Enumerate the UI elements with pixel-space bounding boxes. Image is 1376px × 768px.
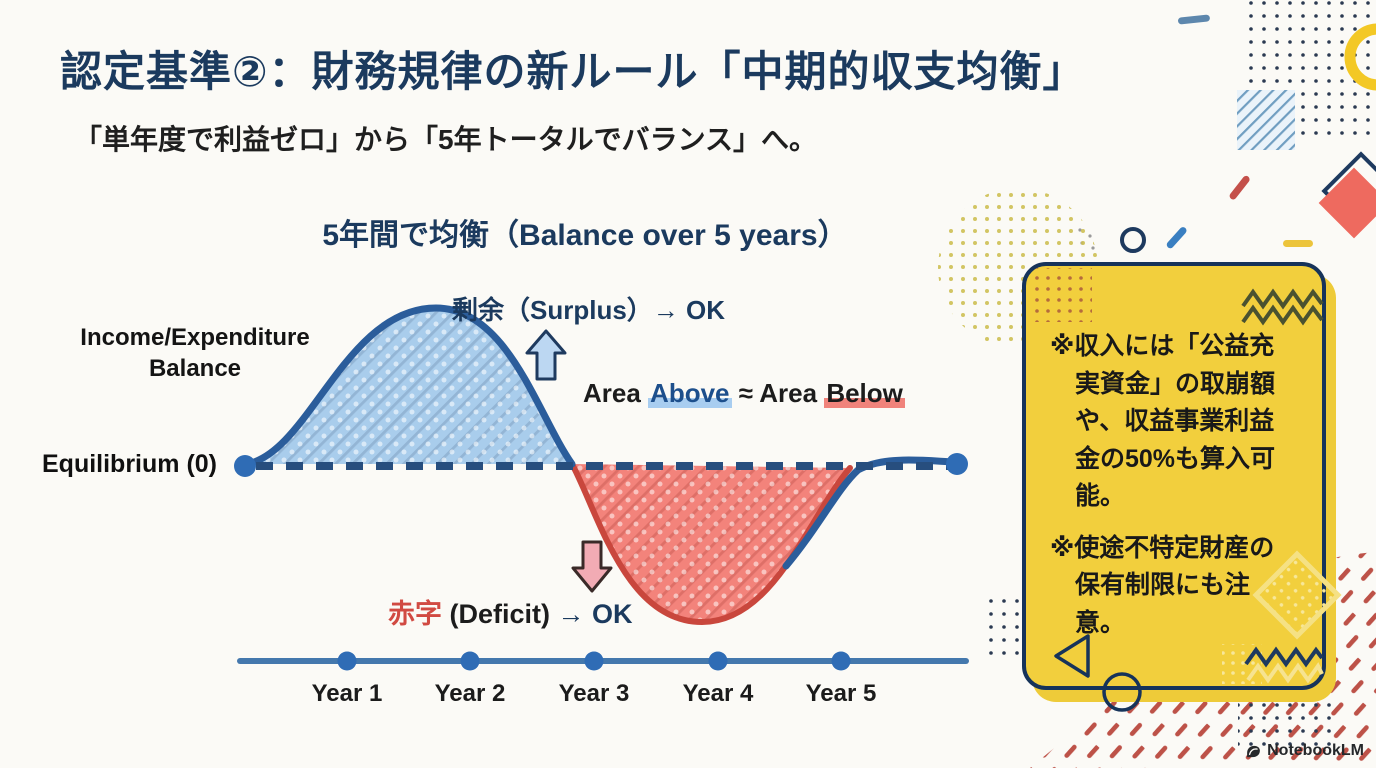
page-title: 認定基準②：財務規律の新ルール「中期的収支均衡」 [60,48,1086,95]
surplus-annotation: 剰余（Surplus）→ OK [452,295,726,325]
area-balance-annotation: Area Above ≈ Area Below [583,378,905,409]
decoration-navy-dots-patch [982,598,1028,656]
note-box-content: ※収入には「公益充実資金」の取崩額や、収益事業利益金の50%も算入可能。 ※使途… [1026,266,1322,642]
chart-title: 5年間で均衡（Balance over 5 years） [322,219,848,252]
decoration-bottom-dotgrid [1238,698,1334,752]
year-2-label: Year 2 [435,680,506,707]
decoration-small-circle-outline [1120,227,1146,253]
area-prefix: Area [583,378,649,408]
year-3-label: Year 3 [559,680,630,707]
equilibrium-left-dot [234,455,256,477]
decoration-blue-slash [1166,227,1187,249]
y-axis-label-line2: Balance [148,355,242,383]
y-axis-label-line1: Income/Expenditure [80,324,310,351]
area-below-highlight: Below [824,378,905,408]
deficit-curve-stroke [569,461,853,626]
decoration-yellow-ring [1344,23,1376,91]
notebooklm-logo-icon [1247,745,1260,757]
deficit-ok: → OK [557,599,633,629]
footer-brand-label: NotebookLM [1267,742,1364,759]
deficit-term: 赤字 [388,599,442,629]
deficit-dot-texture [572,464,850,622]
note-item-asset-limit: ※使途不特定財産の保有制限にも注意。 [1050,533,1275,637]
year-4-label: Year 4 [683,680,754,707]
surplus-dot-texture [252,308,572,464]
page-subtitle: 「単年度で利益ゼロ」から「5年トータルでバランス」へ。 [74,124,818,155]
note-box: ※収入には「公益充実資金」の取崩額や、収益事業利益金の50%も算入可能。 ※使途… [1022,262,1326,690]
surplus-up-arrow-icon [525,329,567,381]
x-axis-tick-labels: Year 1 Year 2 Year 3 Year 4 Year 5 [312,680,877,707]
decoration-red-diamond [1318,151,1376,239]
year-1-label: Year 1 [312,680,383,707]
footer-brand: NotebookLM [1245,742,1364,760]
balance-curve-chart: Year 1 Year 2 Year 3 Year 4 Year 5 [234,304,969,707]
decoration-navy-dash [1178,14,1210,25]
area-mid: ≈ Area [731,378,825,408]
equilibrium-right-dot [946,453,968,475]
deficit-down-arrow-icon [571,540,613,593]
surplus-curve-stroke [243,304,576,468]
decoration-red-slash [1229,175,1250,200]
equilibrium-label: Equilibrium (0) [42,450,217,478]
note-item-income-inclusion: ※収入には「公益充実資金」の取崩額や、収益事業利益金の50%も算入可能。 [1050,332,1276,510]
year-5-label: Year 5 [806,680,877,707]
area-above-highlight: Above [648,378,732,408]
y-axis-label: Income/Expenditure Balance [56,322,334,384]
decoration-hatched-square [1237,90,1295,150]
decoration-yellow-dash [1283,240,1313,247]
x-axis-dots [337,651,851,671]
deficit-annotation: 赤字 (Deficit) → OK [388,592,633,631]
curve-tail-stroke [782,456,959,570]
deficit-mid: (Deficit) [442,599,558,629]
